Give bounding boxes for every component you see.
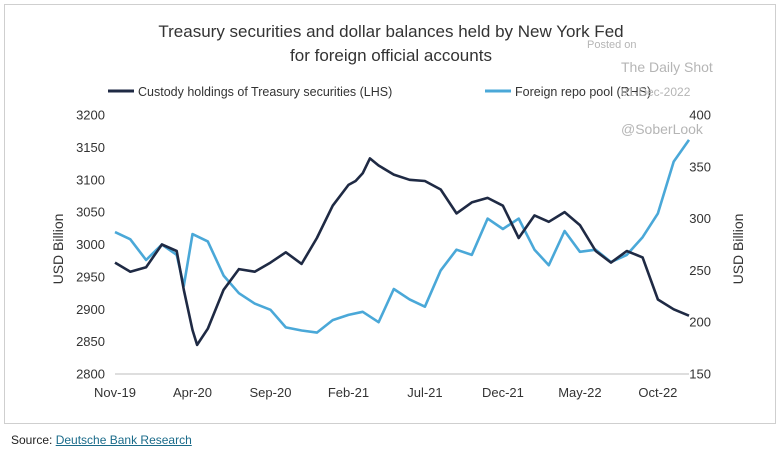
series-line-custody-holdings	[114, 157, 690, 347]
y-axis-right-ticks: 150 200 250 300 350 400	[689, 108, 711, 382]
y-left-tick-label-3: 2950	[76, 269, 105, 284]
y-left-tick-label-1: 2850	[76, 334, 105, 349]
x-tick-label-3: Feb-21	[328, 385, 369, 400]
chart-frame: Treasury securities and dollar balances …	[4, 4, 776, 424]
y-right-tick-label-5: 400	[689, 108, 711, 123]
x-axis-ticks: Nov-19 Apr-20 Sep-20 Feb-21 Jul-21 Dec-21 May-…	[94, 385, 677, 400]
source-prefix: Source:	[11, 433, 56, 447]
y-left-tick-label-0: 2800	[76, 367, 105, 382]
y-left-tick-label-4: 3000	[76, 237, 105, 252]
y-left-tick-label-8: 3200	[76, 108, 105, 123]
x-tick-label-1: Apr-20	[173, 385, 212, 400]
legend: Custody holdings of Treasury securities …	[108, 85, 651, 99]
x-tick-label-6: May-22	[558, 385, 601, 400]
x-tick-label-4: Jul-21	[407, 385, 442, 400]
source-link[interactable]: Deutsche Bank Research	[55, 433, 192, 447]
y-right-tick-label-4: 350	[689, 159, 711, 174]
legend-label-repo: Foreign repo pool (RHS)	[515, 85, 651, 99]
chart-title-line1: Treasury securities and dollar balances …	[158, 22, 623, 41]
watermark-posted-on: Posted on	[587, 39, 637, 51]
watermark-handle: @SoberLook	[621, 121, 704, 137]
y-right-tick-label-3: 300	[689, 211, 711, 226]
x-tick-label-7: Oct-22	[638, 385, 677, 400]
y-left-tick-label-2: 2900	[76, 302, 105, 317]
y-axis-left-ticks: 2800 2850 2900 2950 3000 3050 3100 3150 3200	[76, 108, 105, 382]
watermark: Posted on The Daily Shot 01-Dec-2022 @So…	[587, 39, 713, 137]
legend-label-custody: Custody holdings of Treasury securities …	[138, 85, 392, 99]
y-right-tick-label-2: 250	[689, 263, 711, 278]
x-tick-label-2: Sep-20	[250, 385, 292, 400]
x-tick-label-5: Dec-21	[482, 385, 524, 400]
source-note: Source: Deutsche Bank Research	[11, 433, 192, 447]
chart: Treasury securities and dollar balances …	[50, 22, 746, 400]
y-left-tick-label-6: 3100	[76, 172, 105, 187]
chart-title-line2: for foreign official accounts	[290, 46, 492, 65]
series-line-foreign-repo-pool	[114, 139, 691, 334]
y-left-tick-label-5: 3050	[76, 205, 105, 220]
x-tick-label-0: Nov-19	[94, 385, 136, 400]
y-left-tick-label-7: 3150	[76, 140, 105, 155]
y-axis-right-label: USD Billion	[730, 214, 746, 285]
y-right-tick-label-1: 200	[689, 315, 711, 330]
watermark-date: 01-Dec-2022	[621, 85, 691, 99]
watermark-daily-shot: The Daily Shot	[621, 59, 713, 75]
y-axis-left-label: USD Billion	[50, 214, 66, 285]
y-right-tick-label-0: 150	[689, 367, 711, 382]
